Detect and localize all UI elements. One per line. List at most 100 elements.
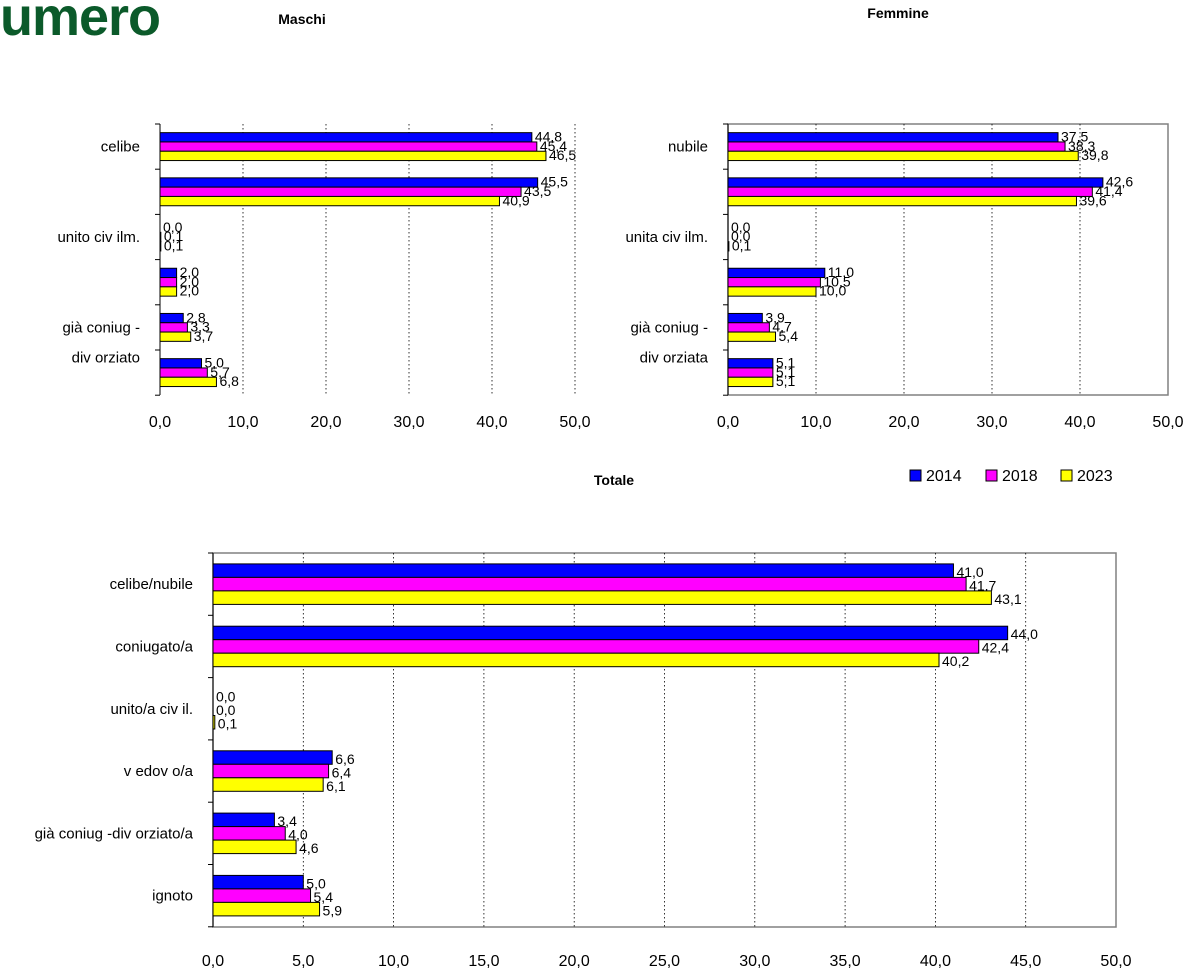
bar-2018 bbox=[212, 639, 980, 654]
x-tick-label: 20,0 bbox=[559, 953, 590, 970]
bar-2018 bbox=[727, 322, 770, 333]
bar-2023 bbox=[159, 286, 178, 297]
data-label: 38,3 bbox=[1068, 138, 1095, 154]
data-label: 0,0 bbox=[731, 219, 751, 235]
category-label: già coniug - bbox=[630, 319, 708, 336]
bar-2014 bbox=[727, 312, 763, 324]
category-label: ignoto bbox=[152, 888, 193, 905]
category-label: già coniug -div orziato/a bbox=[35, 825, 194, 842]
category-label: coniugato/a bbox=[115, 638, 193, 655]
x-tick-label: 40,0 bbox=[476, 414, 507, 431]
data-label: 42,4 bbox=[982, 640, 1009, 656]
bar-2023 bbox=[727, 195, 1077, 207]
data-label: 3,7 bbox=[194, 328, 214, 344]
bar-2014 bbox=[727, 267, 826, 279]
data-label: 46,5 bbox=[549, 147, 576, 163]
bar-2023 bbox=[212, 839, 297, 855]
x-tick-label: 0,0 bbox=[149, 414, 171, 431]
data-label: 41,0 bbox=[956, 564, 983, 580]
data-label: 5,1 bbox=[776, 354, 796, 370]
data-label: 2,0 bbox=[180, 273, 200, 289]
data-label: 2,0 bbox=[180, 264, 200, 280]
data-label: 5,1 bbox=[776, 373, 796, 389]
x-tick-label: 50,0 bbox=[559, 414, 590, 431]
bar-2023 bbox=[212, 652, 940, 668]
data-label: 43,5 bbox=[524, 183, 551, 199]
data-label: 40,2 bbox=[942, 653, 969, 669]
x-tick-label: 30,0 bbox=[393, 414, 424, 431]
data-label: 37,5 bbox=[1061, 128, 1088, 144]
bar-2018 bbox=[727, 141, 1066, 152]
x-tick-label: 25,0 bbox=[649, 953, 680, 970]
bar-2018 bbox=[159, 277, 178, 288]
data-label: 41,7 bbox=[969, 577, 996, 593]
legend-label: 2014 bbox=[926, 468, 962, 485]
bar-2018 bbox=[212, 826, 286, 841]
data-label: 39,6 bbox=[1079, 192, 1106, 208]
data-label: 43,1 bbox=[994, 591, 1021, 607]
bar-2023 bbox=[159, 331, 192, 342]
data-label: 0,0 bbox=[216, 702, 236, 718]
x-tick-label: 50,0 bbox=[1100, 953, 1131, 970]
data-label: 40,9 bbox=[502, 192, 529, 208]
category-label: unita civ ilm. bbox=[625, 229, 708, 246]
bar-2023 bbox=[727, 331, 777, 342]
legend-label: 2023 bbox=[1077, 468, 1113, 485]
data-label: 10,5 bbox=[823, 273, 850, 289]
category-label: v edov o/a bbox=[124, 763, 194, 780]
x-tick-label: 30,0 bbox=[739, 953, 770, 970]
bar-2023 bbox=[212, 715, 216, 730]
x-tick-label: 30,0 bbox=[976, 414, 1007, 431]
bar-2014 bbox=[159, 177, 539, 188]
data-label: 45,5 bbox=[541, 174, 568, 190]
data-label: 0,0 bbox=[216, 689, 236, 705]
bar-2023 bbox=[727, 241, 730, 252]
data-label: 41,4 bbox=[1095, 183, 1122, 199]
category-label: celibe/nubile bbox=[110, 576, 193, 593]
data-label: 5,4 bbox=[314, 889, 334, 905]
data-label: 0,1 bbox=[218, 716, 238, 732]
category-label: nubile bbox=[668, 139, 708, 156]
bar-2014 bbox=[212, 563, 954, 578]
x-tick-label: 40,0 bbox=[920, 953, 951, 970]
bar-2018 bbox=[727, 367, 774, 378]
chart-title: Maschi bbox=[278, 11, 325, 27]
data-label: 4,6 bbox=[299, 840, 319, 856]
chart-title: Totale bbox=[594, 472, 634, 488]
data-label: 42,6 bbox=[1106, 174, 1133, 190]
bar-2023 bbox=[159, 241, 162, 252]
data-label: 3,3 bbox=[190, 319, 210, 335]
bar-2018 bbox=[727, 277, 821, 288]
legend-swatch-2023 bbox=[1060, 469, 1073, 482]
bar-2023 bbox=[727, 150, 1079, 162]
x-tick-label: 0,0 bbox=[202, 953, 224, 970]
data-label: 2,0 bbox=[180, 283, 200, 299]
legend-swatch-2014 bbox=[909, 469, 922, 482]
x-tick-label: 45,0 bbox=[1010, 953, 1041, 970]
x-tick-label: 0,0 bbox=[717, 414, 739, 431]
data-label: 11,0 bbox=[828, 264, 854, 280]
data-label: 0,0 bbox=[731, 228, 751, 244]
data-label: 0,1 bbox=[732, 237, 752, 253]
category-label: celibe bbox=[101, 139, 140, 156]
bar-2018 bbox=[159, 231, 162, 243]
bar-2023 bbox=[159, 150, 547, 162]
x-tick-label: 15,0 bbox=[468, 953, 499, 970]
bar-2014 bbox=[727, 177, 1104, 188]
data-label: 10,0 bbox=[819, 283, 846, 299]
bar-2018 bbox=[159, 186, 522, 197]
data-label: 0,1 bbox=[164, 237, 184, 253]
data-label: 3,9 bbox=[765, 309, 785, 325]
data-label: 6,8 bbox=[219, 373, 239, 389]
bar-2023 bbox=[159, 195, 500, 207]
bar-2018 bbox=[159, 141, 538, 152]
legend-label: 2018 bbox=[1002, 468, 1038, 485]
bar-2018 bbox=[212, 576, 967, 592]
bar-2018 bbox=[159, 367, 208, 378]
x-tick-label: 10,0 bbox=[378, 953, 409, 970]
bar-2014 bbox=[212, 874, 304, 890]
bar-2023 bbox=[212, 901, 321, 917]
data-label: 45,4 bbox=[540, 138, 567, 154]
chart-femmine: Femmine 0,0 10,0 20,0 30,0 40,0 50,0 nubile unit… bbox=[625, 5, 1183, 431]
